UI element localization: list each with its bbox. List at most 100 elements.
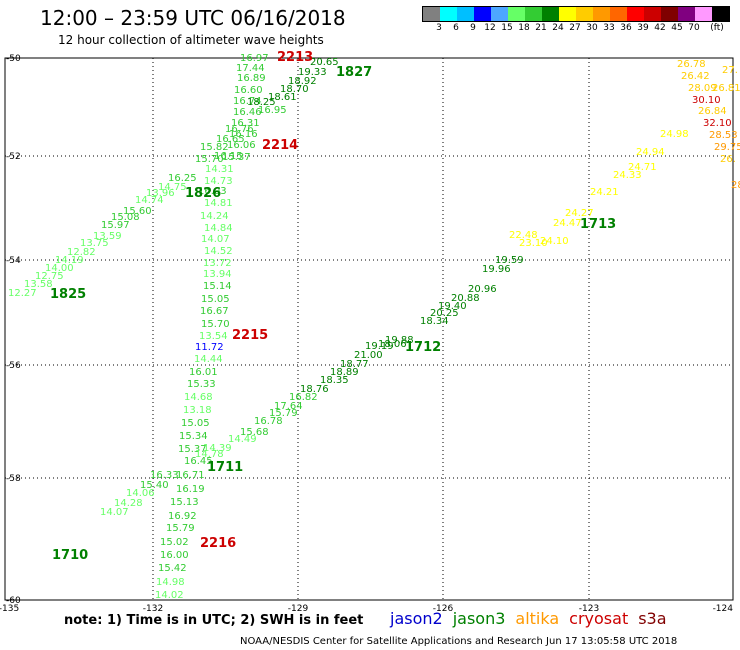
wave-height-value: 14.78 (195, 449, 224, 460)
wave-height-value: 16.46 (233, 107, 262, 118)
colorbar-label: (ft) (710, 23, 724, 33)
colorbar-swatch (627, 7, 644, 21)
wave-height-value: 13.54 (199, 331, 228, 342)
wave-height-value: 27. (722, 65, 738, 76)
wave-height-value: 19.88 (385, 335, 414, 346)
wave-height-value: 13.58 (24, 279, 53, 290)
wave-height-value: 15.34 (179, 431, 208, 442)
wave-height-value: 20.25 (430, 308, 459, 319)
colorbar-swatch (423, 7, 440, 21)
wave-height-value: 26. (720, 154, 736, 165)
wave-height-value: 16.19 (176, 484, 205, 495)
colorbar-label: 36 (620, 23, 632, 33)
colorbar-swatch (695, 7, 712, 21)
track-time-label: 1712 (405, 340, 441, 355)
wave-height-value: 14.28 (114, 498, 143, 509)
track-time-label: 2214 (262, 138, 298, 153)
satellite-legend-item: altika (515, 609, 560, 628)
colorbar-swatch (576, 7, 593, 21)
colorbar-label: 70 (688, 23, 700, 33)
wave-height-value: 12.82 (67, 247, 96, 258)
colorbar-swatch (593, 7, 610, 21)
wave-height-value: 14.31 (205, 164, 234, 175)
wave-height-value: 12.27 (8, 288, 37, 299)
wave-height-value: 17.64 (274, 401, 303, 412)
wave-height-value: 18.77 (340, 359, 369, 370)
track-time-label: 1827 (336, 65, 372, 80)
wave-height-value: 15.82 (200, 142, 229, 153)
wave-height-value: 14.07 (100, 507, 129, 518)
wave-height-value: 16.31 (231, 118, 260, 129)
wave-height-value: 14.39 (203, 443, 232, 454)
wave-height-value: 13.96 (146, 188, 175, 199)
wave-height-value: 16.60 (234, 85, 263, 96)
wave-height-value: 16.00 (160, 550, 189, 561)
colorbar-swatch (491, 7, 508, 21)
colorbar-label: 15 (501, 23, 513, 33)
wave-height-value: 15.37 (222, 152, 251, 163)
wave-height-value: 19.40 (438, 301, 467, 312)
wave-height-value: 13.94 (203, 269, 232, 280)
wave-height-value: 26.81 (712, 83, 740, 94)
wave-height-value: 13.59 (93, 231, 122, 242)
x-tick-label: -123 (579, 604, 599, 614)
wave-height-value: 18.61 (268, 92, 297, 103)
wave-height-value: 16.16 (229, 129, 258, 140)
wave-height-value: 13.18 (183, 405, 212, 416)
colorbar-swatch (457, 7, 474, 21)
colorbar-swatch (542, 7, 559, 21)
track-time-label: 1825 (50, 287, 86, 302)
wave-height-value: 16.78 (254, 416, 283, 427)
wave-height-value: 20.88 (451, 293, 480, 304)
wave-height-value: 16.65 (216, 134, 245, 145)
satellite-legend-item: s3a (638, 609, 667, 628)
wave-height-value: 16.15 (214, 151, 243, 162)
wave-height-value: 11.72 (195, 342, 224, 353)
wave-height-value: 15.79 (166, 523, 195, 534)
y-tick-label: -60 (6, 596, 21, 606)
wave-height-value: 14.24 (200, 211, 229, 222)
wave-height-value: 16.67 (200, 306, 229, 317)
colorbar-swatch (440, 7, 457, 21)
track-time-label: 1826 (185, 186, 221, 201)
wave-height-value: 16.33 (150, 470, 179, 481)
wave-height-value: 15.05 (201, 294, 230, 305)
wave-height-value: 18.34 (420, 316, 449, 327)
wave-height-value: 18.70 (280, 84, 309, 95)
colorbar-label: 3 (436, 23, 442, 33)
wave-height-value: 21.00 (354, 350, 383, 361)
wave-height-value: 24.71 (628, 162, 657, 173)
wave-height-value: 15.33 (187, 379, 216, 390)
colorbar-label: 30 (586, 23, 598, 33)
wave-height-value: 13.72 (203, 258, 232, 269)
wave-height-value: 16.71 (176, 470, 205, 481)
wave-height-value: 14.44 (194, 354, 223, 365)
wave-height-value: 19.96 (482, 264, 511, 275)
wave-height-value: 16.76 (225, 124, 254, 135)
wave-height-value: 15.14 (203, 281, 232, 292)
colorbar-swatch (508, 7, 525, 21)
wave-height-value: 19.59 (495, 255, 524, 266)
x-tick-label: -126 (433, 604, 454, 614)
x-tick-label: -124 (713, 604, 734, 614)
wave-height-value: 16.06 (227, 140, 256, 151)
satellite-legend-item: jason2 (390, 609, 443, 628)
wave-height-value: 14.73 (204, 176, 233, 187)
wave-height-value: 14.49 (228, 434, 257, 445)
wave-height-value: 15.42 (158, 563, 187, 574)
colorbar-label: 39 (637, 23, 649, 33)
wave-height-value: 28.53 (709, 130, 738, 141)
wave-height-value: 12.75 (35, 271, 64, 282)
wave-height-value: 15.08 (111, 212, 140, 223)
wave-height-value: 15.60 (123, 206, 152, 217)
wave-height-value: 24.33 (613, 170, 642, 181)
colorbar-swatch (678, 7, 695, 21)
wave-height-value: 18.92 (288, 76, 317, 87)
wave-height-value: 15.02 (160, 537, 189, 548)
wave-height-value: 16.45 (184, 456, 213, 467)
wave-height-value: 14.06 (126, 488, 155, 499)
colorbar-label: 9 (470, 23, 476, 33)
wave-height-value: 24.10 (540, 236, 569, 247)
colorbar-swatch (644, 7, 661, 21)
